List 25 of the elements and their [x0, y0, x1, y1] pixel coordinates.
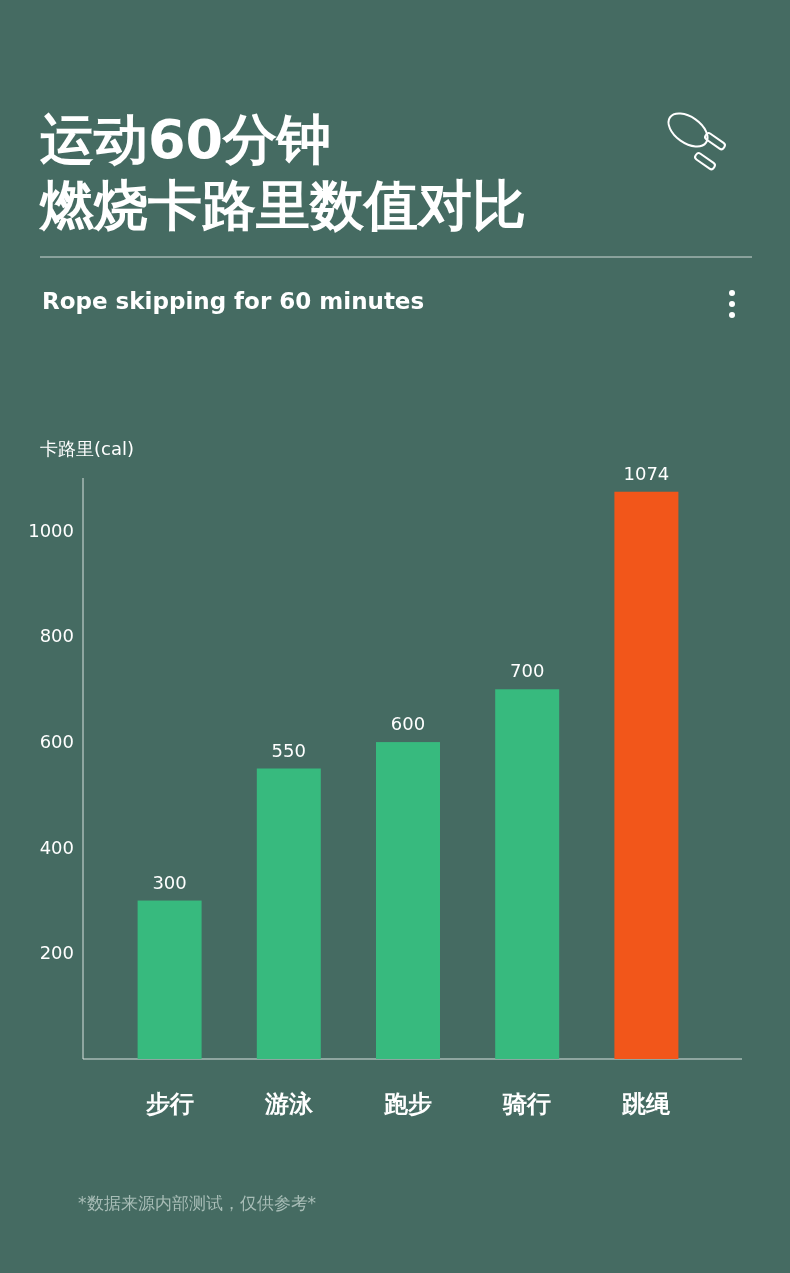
bar [256, 768, 321, 1059]
y-tick-label: 1000 [28, 519, 74, 541]
data-label: 550 [271, 739, 306, 761]
text: Rope skipping for 60 minutes [42, 288, 425, 314]
y-tick-label: 400 [39, 836, 74, 858]
data-label: 1074 [623, 462, 670, 484]
bar [614, 491, 679, 1059]
y-tick-label: 600 [39, 731, 74, 753]
x-tick-label: 跑步 [383, 1090, 432, 1118]
chart-subtitle: 燃烧卡路里数值对比 [38, 174, 526, 237]
x-tick-label: 游泳 [263, 1090, 314, 1118]
bar [495, 689, 560, 1059]
x-tick-label: 跳绳 [621, 1090, 672, 1118]
chart-title: 运动60分钟 [40, 108, 332, 171]
x-tick-label: 骑行 [502, 1090, 552, 1118]
bar [376, 742, 440, 1059]
y-tick-label: 200 [39, 942, 74, 964]
y-tick-label: 800 [39, 625, 74, 647]
text: *数据来源内部测试，仅供参考* [78, 1193, 316, 1213]
data-label: 300 [152, 871, 187, 893]
y-axis-title: 卡路里(cal) [40, 438, 134, 459]
data-label: 600 [390, 713, 426, 735]
bar [137, 900, 202, 1059]
data-label: 700 [510, 660, 545, 682]
x-tick-label: 步行 [145, 1090, 194, 1118]
